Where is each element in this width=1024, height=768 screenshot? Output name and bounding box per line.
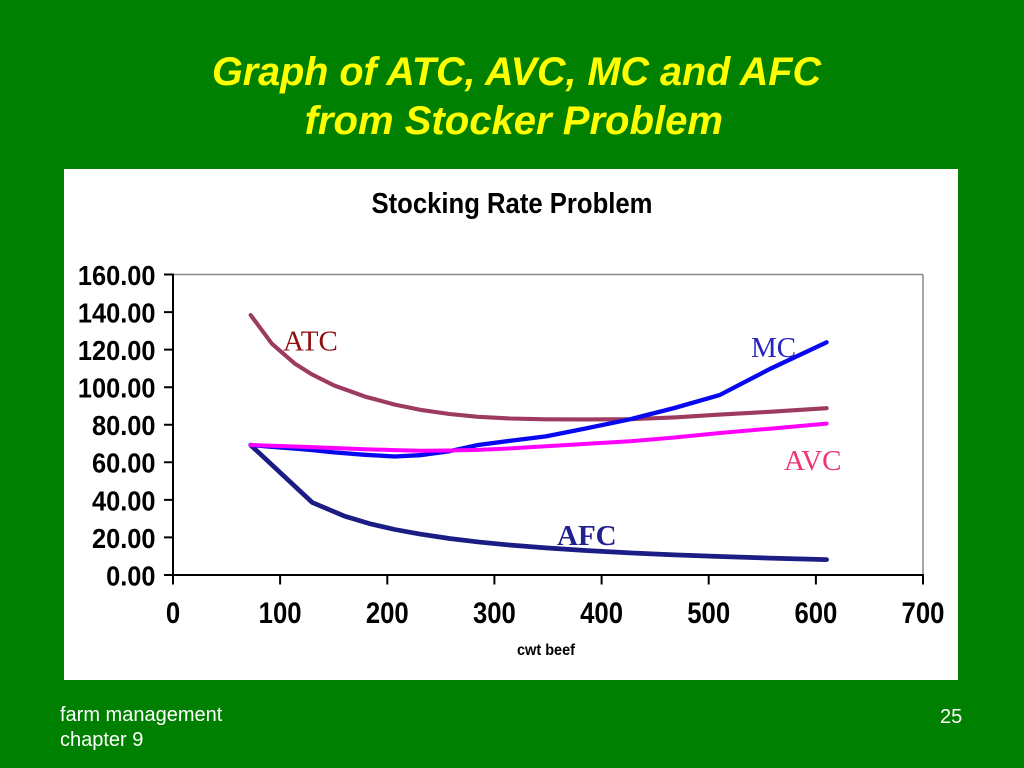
svg-text:AVC: AVC — [784, 445, 842, 477]
svg-text:60.00: 60.00 — [92, 448, 156, 479]
svg-text:MC: MC — [751, 332, 796, 364]
svg-text:200: 200 — [366, 597, 409, 630]
svg-text:300: 300 — [473, 597, 516, 630]
svg-text:AFC: AFC — [557, 520, 617, 552]
svg-text:0: 0 — [166, 597, 180, 630]
svg-text:from Stocker Problem: from Stocker Problem — [305, 99, 723, 143]
svg-text:80.00: 80.00 — [92, 410, 156, 441]
svg-text:0.00: 0.00 — [106, 560, 155, 591]
svg-text:40.00: 40.00 — [92, 485, 156, 516]
svg-text:500: 500 — [687, 597, 730, 630]
svg-text:600: 600 — [794, 597, 837, 630]
svg-text:100.00: 100.00 — [78, 373, 156, 404]
svg-text:400: 400 — [580, 597, 623, 630]
svg-text:ATC: ATC — [283, 326, 338, 358]
svg-text:140.00: 140.00 — [78, 298, 156, 329]
svg-text:160.00: 160.00 — [78, 260, 156, 291]
svg-text:120.00: 120.00 — [78, 335, 156, 366]
svg-text:100: 100 — [259, 597, 302, 630]
svg-text:Graph of ATC, AVC, MC and AFC: Graph of ATC, AVC, MC and AFC — [212, 50, 822, 94]
svg-text:20.00: 20.00 — [92, 523, 156, 554]
svg-text:700: 700 — [902, 597, 945, 630]
svg-text:cwt beef: cwt beef — [517, 642, 576, 659]
svg-text:Stocking Rate Problem: Stocking Rate Problem — [372, 188, 653, 220]
